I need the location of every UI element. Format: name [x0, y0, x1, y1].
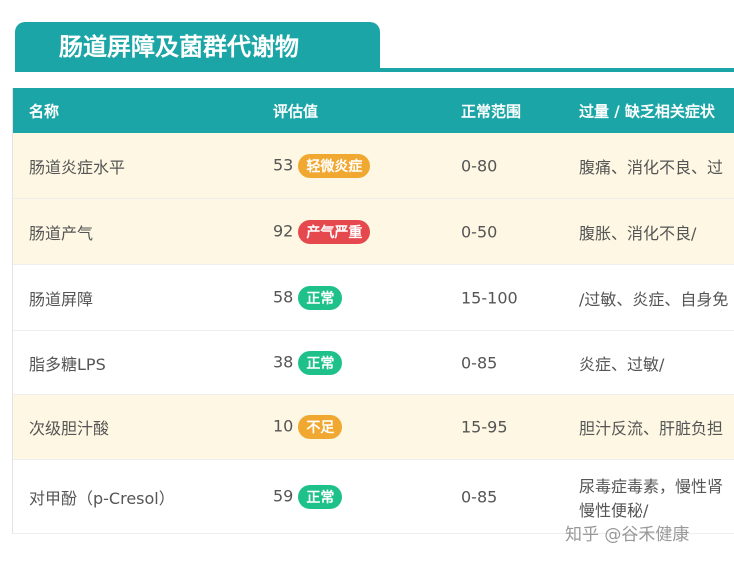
table-row: 肠道产气 92 产气严重 0-50 腹胀、消化不良/: [13, 199, 734, 265]
row-symptoms: 炎症、过敏/: [579, 351, 664, 375]
section-title: 肠道屏障及菌群代谢物: [15, 22, 380, 70]
table-row: 对甲酚（p-Cresol） 59 正常 0-85 尿毒症毒素，慢性肾 慢性便秘/: [13, 460, 734, 534]
symptoms-line: /过敏、炎症、自身免: [579, 289, 729, 309]
row-value: 53: [273, 155, 294, 174]
row-symptoms: /过敏、炎症、自身免: [579, 286, 728, 310]
row-value: 38: [273, 352, 294, 371]
row-range: 0-85: [461, 487, 498, 506]
symptoms-line: 胆汁反流、肝脏负担: [579, 419, 724, 438]
symptoms-line: 慢性便秘/: [579, 500, 649, 520]
row-value: 58: [273, 287, 294, 306]
table-header: 名称 评估值 正常范围 过量 / 缺乏相关症状: [13, 88, 734, 133]
row-symptoms: 腹痛、消化不良、过: [579, 154, 723, 178]
row-name: 次级胆汁酸: [29, 419, 110, 438]
status-badge: 轻微炎症: [298, 153, 371, 178]
row-range: 15-100: [461, 288, 518, 307]
row-symptoms: 腹胀、消化不良/: [579, 220, 696, 244]
table-row: 肠道炎症水平 53 轻微炎症 0-80 腹痛、消化不良、过: [13, 133, 734, 199]
status-badge: 正常: [298, 350, 343, 375]
symptoms-line: 腹痛、消化不良、过: [579, 157, 724, 177]
table-row: 脂多糖LPS 38 正常 0-85 炎症、过敏/: [13, 331, 734, 395]
row-value: 10: [273, 416, 294, 436]
row-name: 肠道炎症水平: [29, 157, 126, 177]
row-value-cell: 92 产气严重: [273, 219, 371, 244]
status-badge: 产气严重: [298, 219, 371, 244]
row-value-cell: 10 不足: [273, 415, 343, 439]
header-symptoms: 过量 / 缺乏相关症状: [579, 102, 715, 120]
status-badge: 不足: [298, 415, 343, 439]
symptoms-line: 炎症、过敏/: [579, 354, 665, 374]
row-range: 0-50: [461, 222, 498, 241]
row-name: 对甲酚（p-Cresol）: [29, 488, 175, 508]
row-symptoms: 尿毒症毒素，慢性肾 慢性便秘/: [579, 473, 723, 521]
row-symptoms: 胆汁反流、肝脏负担: [579, 415, 723, 439]
header-name: 名称: [29, 102, 60, 120]
status-badge: 正常: [298, 484, 343, 509]
table-row: 次级胆汁酸 10 不足 15-95 胆汁反流、肝脏负担: [13, 395, 734, 460]
row-value: 59: [273, 486, 294, 505]
row-name: 肠道屏障: [29, 289, 94, 309]
row-range: 0-85: [461, 353, 498, 372]
row-range: 15-95: [461, 417, 508, 437]
status-badge: 正常: [298, 285, 343, 310]
table-row: 肠道屏障 58 正常 15-100 /过敏、炎症、自身免: [13, 265, 734, 331]
watermark: 知乎 @谷禾健康: [565, 525, 690, 545]
row-name: 脂多糖LPS: [29, 354, 106, 374]
row-value-cell: 58 正常: [273, 285, 343, 310]
row-value: 92: [273, 221, 294, 240]
row-value-cell: 53 轻微炎症: [273, 153, 371, 178]
symptoms-line: 尿毒症毒素，慢性肾: [579, 476, 724, 496]
row-name: 肠道产气: [29, 223, 94, 243]
header-value: 评估值: [273, 102, 319, 120]
divider: [15, 68, 734, 72]
row-value-cell: 38 正常: [273, 350, 343, 375]
row-range: 0-80: [461, 156, 498, 175]
header-range: 正常范围: [461, 102, 522, 120]
symptoms-line: 腹胀、消化不良/: [579, 223, 697, 243]
metabolite-table: 名称 评估值 正常范围 过量 / 缺乏相关症状 肠道炎症水平 53 轻微炎症 0-…: [12, 88, 734, 534]
row-value-cell: 59 正常: [273, 484, 343, 509]
